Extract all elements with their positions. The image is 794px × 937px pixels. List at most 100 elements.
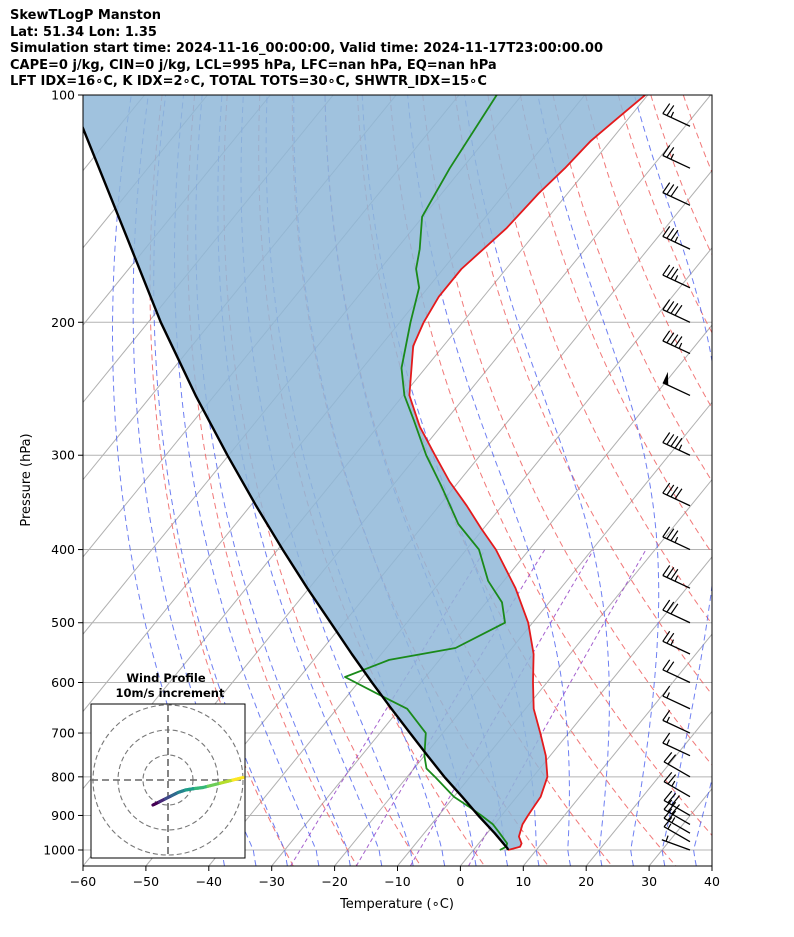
chart-header: SkewTLogP Manston Lat: 51.34 Lon: 1.35 S…	[10, 8, 603, 91]
barb-staff	[662, 640, 691, 655]
barb-full	[670, 603, 679, 615]
barb-staff	[663, 826, 691, 843]
barb-full	[663, 799, 673, 810]
dry-adiabat-line	[223, 95, 422, 866]
dry-adiabat-line	[617, 95, 712, 334]
barb-full	[666, 434, 675, 445]
location-line: Lat: 51.34 Lon: 1.35	[10, 24, 157, 40]
y-tick-label: 600	[51, 675, 75, 690]
isotherm-line	[460, 556, 712, 866]
hodograph-inset: Wind Profile 10m/s increment	[90, 671, 246, 859]
barb-full	[670, 568, 679, 580]
barb-half	[666, 739, 670, 746]
barb-full	[662, 599, 671, 611]
barb-full	[667, 801, 677, 813]
barb-full	[663, 790, 673, 801]
x-tick-label: 10	[515, 874, 531, 889]
barb-full	[662, 264, 671, 276]
dry-adiabat-line	[585, 95, 712, 410]
barb-half	[665, 835, 669, 842]
barb-staff	[662, 382, 691, 397]
moist-adiabat-line	[725, 95, 794, 866]
wind-barb	[662, 526, 691, 551]
x-tick-label: 20	[578, 874, 594, 889]
isotherm-line	[271, 324, 712, 866]
cape-area	[83, 95, 646, 850]
barb-full	[666, 528, 675, 540]
barb-full	[666, 332, 675, 344]
wind-barb	[662, 599, 691, 624]
wind-barb	[662, 264, 691, 289]
barb-full	[663, 752, 673, 763]
barb-full	[674, 336, 683, 347]
moist-adiabat-line	[407, 95, 571, 866]
barb-full	[663, 816, 673, 828]
barb-full	[670, 530, 679, 542]
isotherm-line	[522, 633, 712, 866]
barb-half	[670, 639, 675, 646]
barb-half	[671, 817, 676, 823]
barb-full	[666, 266, 675, 278]
y-tick-label: 900	[51, 808, 75, 823]
y-tick-label: 300	[51, 448, 75, 463]
barb-full	[667, 810, 677, 821]
dry-adiabat-line	[650, 95, 712, 256]
wind-barb	[662, 482, 691, 507]
barb-half	[674, 275, 679, 282]
barb-full	[662, 685, 671, 697]
barb-full	[670, 334, 679, 345]
wind-barb	[662, 103, 691, 127]
y-tick-label: 400	[51, 542, 75, 557]
barb-full	[670, 303, 679, 314]
barb-full	[674, 437, 683, 449]
barb-half	[678, 444, 683, 451]
barb-full	[662, 710, 671, 721]
barb-half	[667, 823, 672, 830]
barb-full	[667, 754, 677, 765]
wind-barb	[662, 630, 691, 655]
barb-full	[670, 435, 679, 447]
barb-full	[666, 567, 675, 578]
y-axis-label: Pressure (hPa)	[19, 433, 34, 526]
mixing-ratio-line	[290, 549, 486, 866]
wind-barb	[662, 659, 691, 684]
moist-adiabat-line	[153, 95, 288, 866]
wind-barb	[663, 808, 691, 834]
barb-full	[666, 661, 675, 673]
barb-full	[662, 732, 671, 744]
barb-half	[678, 342, 683, 349]
barb-full	[662, 182, 671, 193]
wind-barb	[662, 565, 691, 589]
barb-full	[666, 184, 675, 195]
x-tick-label: −10	[384, 874, 410, 889]
moist-adiabat-line	[693, 777, 712, 866]
axes: Temperature (∘C) Pressure (hPa) −60 −50 −4…	[19, 88, 720, 913]
barb-full	[667, 774, 677, 785]
x-tick-label: −40	[196, 874, 222, 889]
parcel-line	[83, 125, 510, 851]
barb-half	[666, 716, 670, 723]
isotherm-line	[145, 169, 712, 866]
isotherm-line	[208, 247, 712, 866]
barb-full	[662, 482, 671, 494]
barb-full	[671, 795, 681, 806]
barb-half	[674, 236, 679, 243]
barb-full	[666, 227, 675, 239]
barb-half	[670, 153, 675, 160]
moist-adiabat-line	[173, 95, 320, 866]
x-tick-label: 30	[641, 874, 657, 889]
moist-adiabat-line	[132, 95, 257, 866]
hodograph-title: Wind Profile	[126, 671, 206, 685]
wind-barb	[663, 790, 691, 817]
barb-half	[666, 692, 670, 699]
y-tick-label: 100	[51, 88, 75, 103]
dry-adiabat-line	[716, 95, 794, 866]
wind-barb	[662, 182, 691, 206]
barb-full	[663, 771, 673, 783]
wind-barb	[661, 835, 691, 851]
barb-half	[671, 780, 676, 787]
isotherm-line	[648, 787, 712, 866]
hodograph-subtitle: 10m/s increment	[116, 686, 225, 700]
barb-full	[666, 632, 675, 644]
